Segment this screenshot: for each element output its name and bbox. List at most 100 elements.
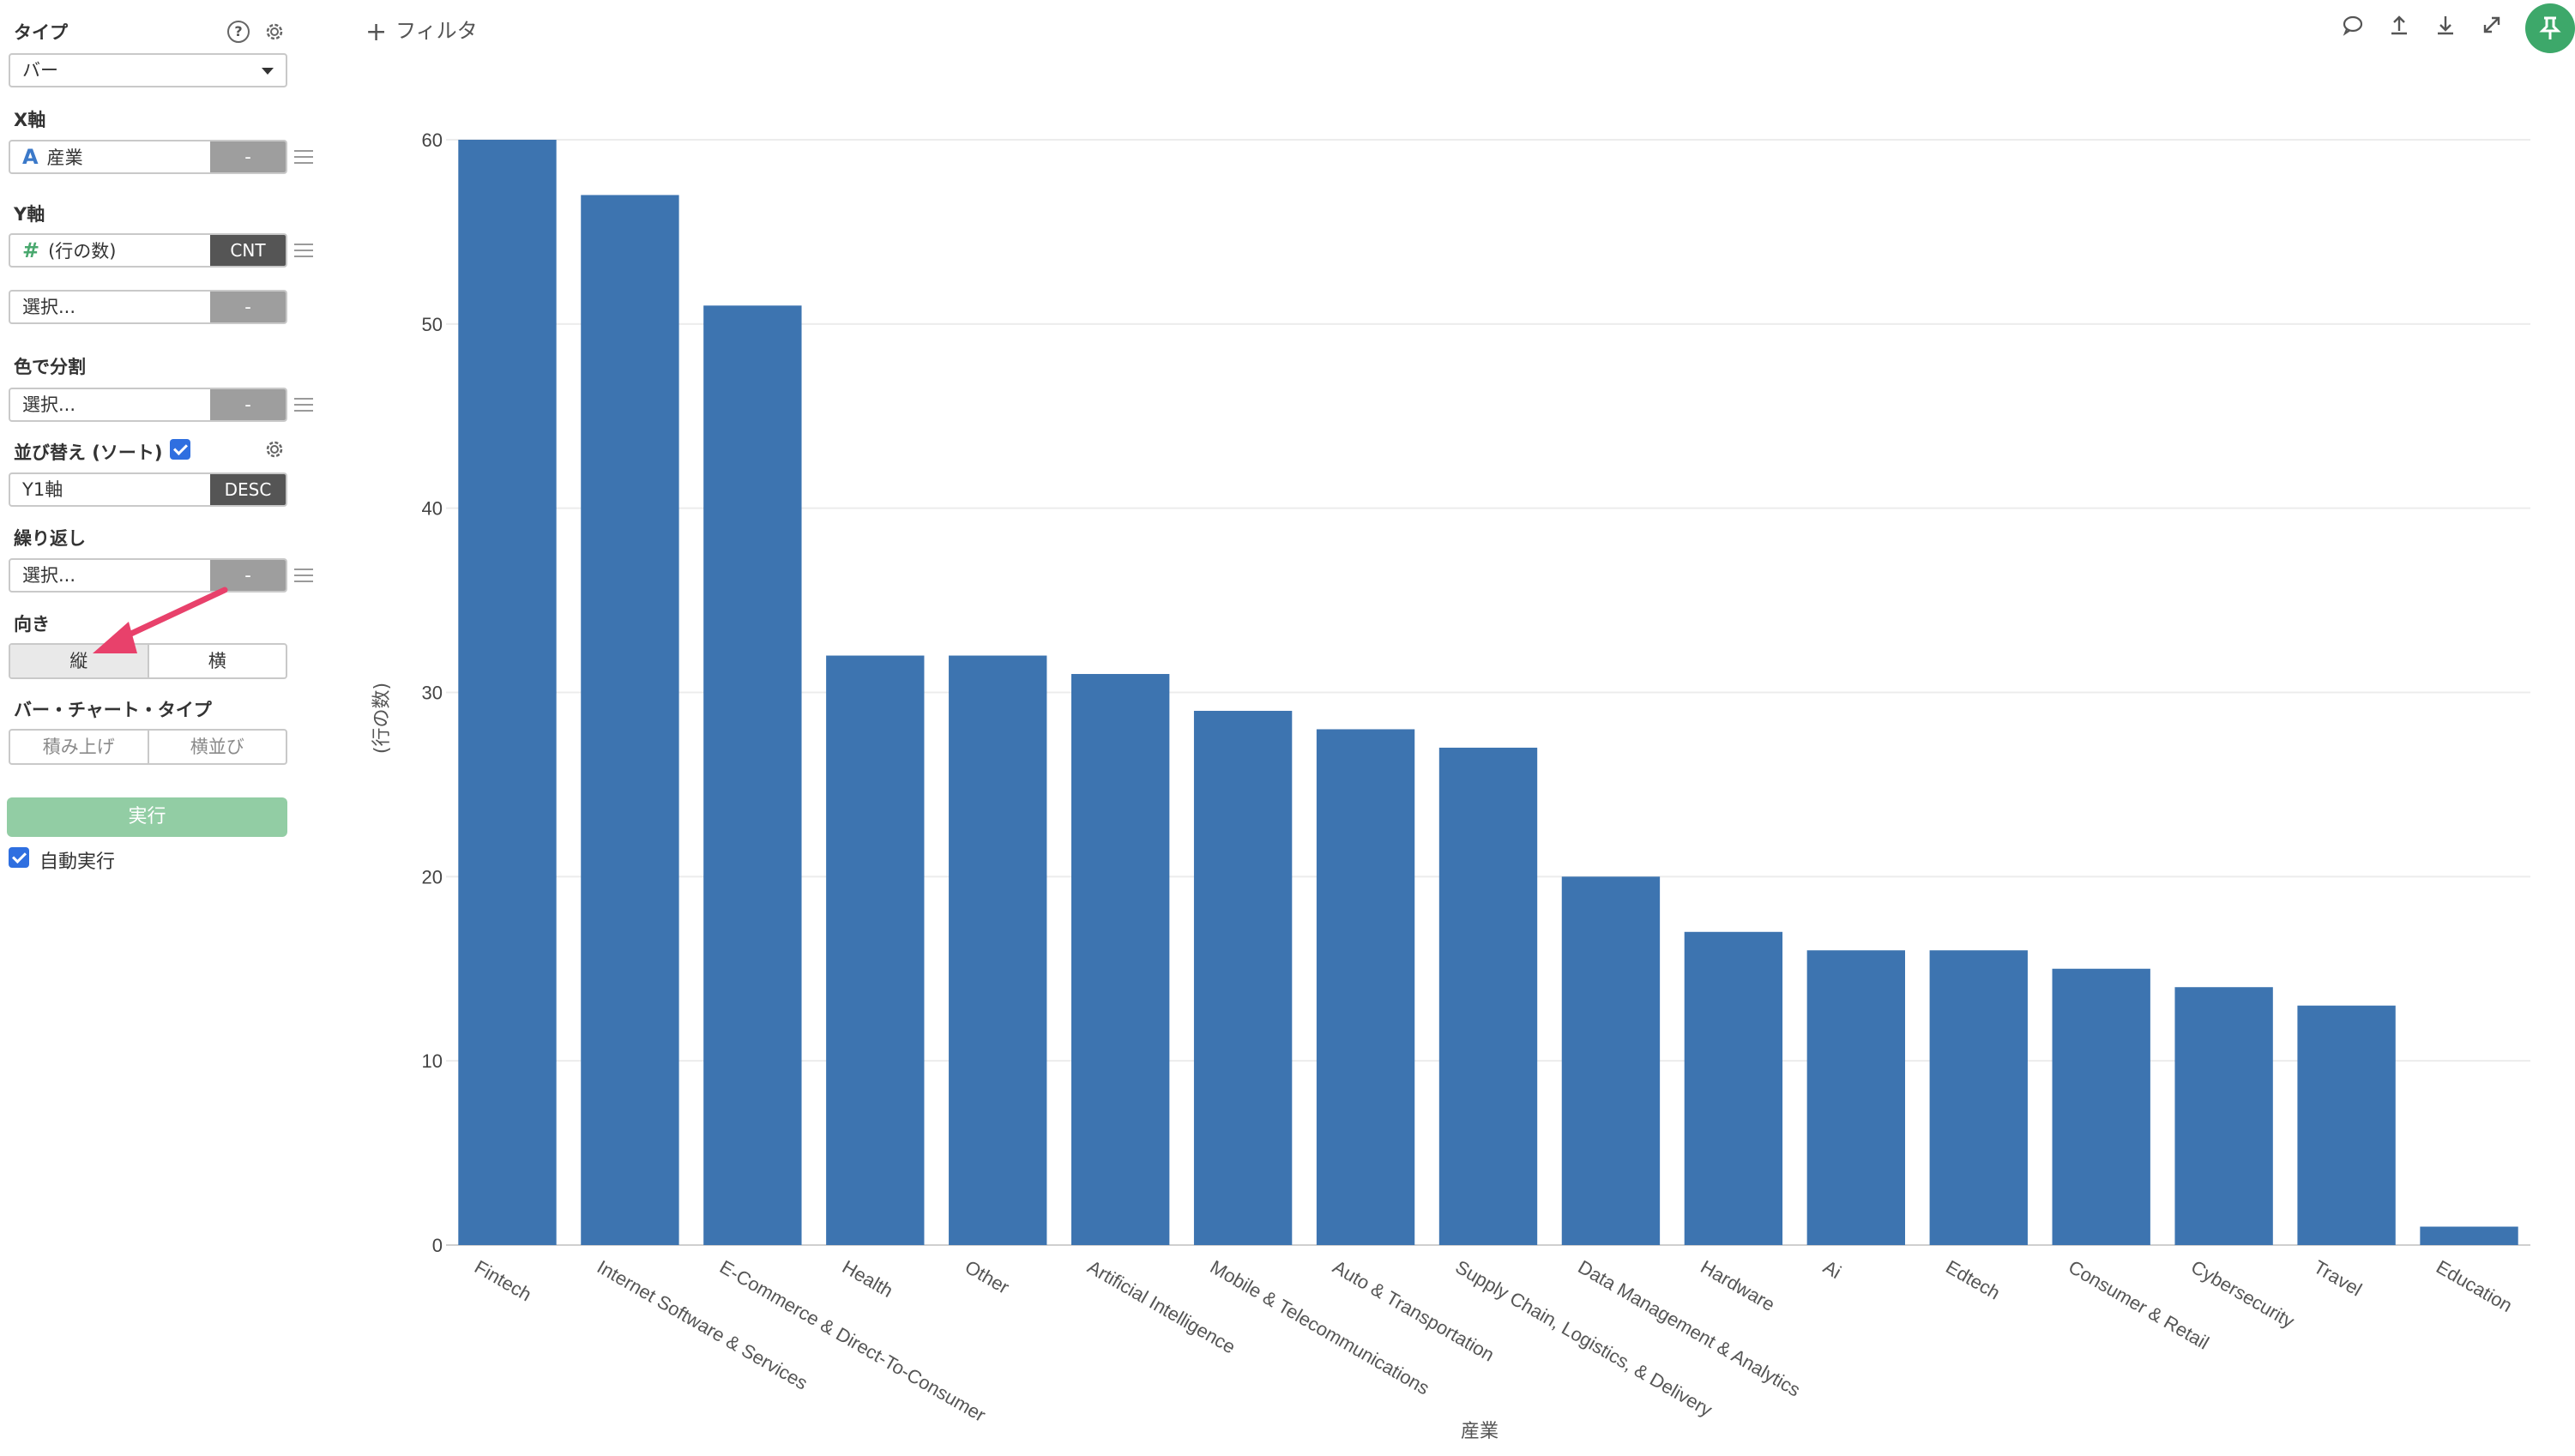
color-section-label: 色で分割 [14,357,86,377]
bar[interactable] [1929,950,2028,1245]
x-axis-section-label: X軸 [14,110,46,130]
bar-type-section-label: バー・チャート・タイプ [14,700,212,720]
bar[interactable] [826,655,925,1245]
chart-settings-panel: タイプ ? バー X軸 A 産業 - Y軸 # (行の数) CNT 選択... - … [0,0,326,1456]
text-type-icon: A [22,145,39,169]
bar[interactable] [1438,747,1538,1245]
chart-type-value: バー [22,60,58,81]
auto-run-label: 自動実行 [39,851,116,873]
drag-handle-icon[interactable] [294,569,313,582]
y-axis-section-label: Y軸 [14,204,45,225]
auto-run-checkbox[interactable] [9,847,29,868]
color-aggregate-button[interactable]: - [210,389,286,420]
plus-icon: + [365,17,388,47]
repeat-value: 選択... [22,565,76,586]
bar[interactable] [949,655,1047,1245]
sort-field[interactable]: Y1軸 DESC [9,472,287,507]
add-filter-button[interactable]: + フィルタ [365,14,478,47]
y-axis-value: (行の数) [48,241,117,262]
chart-bars [458,140,2518,1246]
drag-handle-icon[interactable] [294,150,313,164]
x-tick-label: Ai [1819,1256,1844,1283]
bar[interactable] [1071,674,1170,1245]
x-axis-title: 産業 [1461,1421,1499,1442]
y-axis-field[interactable]: # (行の数) CNT [9,233,287,268]
bar[interactable] [458,140,557,1245]
x-tick-label: Other [962,1256,1013,1298]
run-button[interactable]: 実行 [7,797,287,837]
y-tick-label: 40 [422,498,443,520]
y-axis-2-value: 選択... [22,297,76,317]
y-tick-label: 60 [422,129,443,151]
upload-icon[interactable] [2386,12,2412,38]
orientation-section-label: 向き [14,614,50,635]
annotation-arrow [93,587,228,653]
sort-value: Y1軸 [22,479,63,500]
x-tick-label: Edtech [1942,1256,2004,1304]
chart-type-select[interactable]: バー [9,53,287,87]
y-tick-label: 0 [432,1235,443,1256]
x-tick-label: Data Management & Analytics [1574,1256,1804,1401]
comment-icon[interactable] [2340,12,2366,38]
bar[interactable] [1561,876,1661,1245]
color-value: 選択... [22,394,76,415]
x-axis-ticks: Fintech Internet Software & ServicesE-Com… [471,1256,2516,1426]
repeat-section-label: 繰り返し [14,528,86,549]
type-section-label: タイプ [14,22,68,43]
filter-label: フィルタ [395,19,478,43]
y-tick-label: 50 [422,314,443,335]
color-field[interactable]: 選択... - [9,388,287,422]
x-axis-aggregate-button[interactable]: - [210,141,286,172]
x-tick-label: Hardware [1697,1256,1778,1315]
bar-type-stacked-button[interactable]: 積み上げ [42,737,115,757]
expand-icon[interactable] [2479,12,2505,38]
gear-icon[interactable] [263,21,286,43]
pin-button[interactable] [2525,3,2575,53]
y-axis-field-2[interactable]: 選択... - [9,290,287,324]
bar[interactable] [1193,710,1293,1245]
y-tick-label: 20 [422,866,443,887]
download-icon[interactable] [2433,12,2458,38]
y-axis-ticks: 0 10 20 30 40 50 60 [422,129,443,1256]
bar[interactable] [1806,950,1905,1245]
number-type-icon: # [22,238,40,262]
repeat-field[interactable]: 選択... - [9,558,287,593]
x-tick-label: Fintech [471,1256,535,1306]
sort-order-button[interactable]: DESC [210,474,286,505]
sort-section-label: 並び替え (ソート) [14,442,163,463]
chevron-down-icon [262,68,274,75]
y-tick-label: 30 [422,683,443,704]
x-tick-label: Supply Chain, Logistics, & Delivery [1452,1256,1716,1421]
bar-type-toggle: 積み上げ 横並び [9,729,287,765]
bar[interactable] [1316,729,1415,1245]
x-axis-value: 産業 [46,147,83,168]
bar[interactable] [2052,968,2150,1245]
bar[interactable] [2297,1005,2396,1245]
bar[interactable] [703,305,802,1246]
bar[interactable] [1684,931,1783,1245]
bar[interactable] [581,195,679,1246]
x-axis-field[interactable]: A 産業 - [9,140,287,174]
x-tick-label: Internet Software & Services [594,1256,811,1394]
bar[interactable] [2420,1226,2518,1245]
x-tick-label: Mobile & Telecommunications [1207,1256,1433,1399]
pin-icon [2539,16,2561,39]
repeat-aggregate-button[interactable]: - [210,560,286,591]
y-axis-title: (行の数) [371,683,393,754]
help-icon[interactable]: ? [227,21,250,43]
x-tick-label: Cybersecurity [2187,1256,2298,1333]
x-tick-label: Health [839,1256,897,1302]
x-tick-label: Education [2433,1256,2516,1317]
drag-handle-icon[interactable] [294,244,313,257]
orientation-horizontal-button[interactable]: 横 [147,645,286,677]
y-tick-label: 10 [422,1050,443,1072]
y-axis-2-aggregate-button[interactable]: - [210,292,286,322]
bar-type-grouped-button[interactable]: 横並び [147,731,286,763]
gear-icon[interactable] [263,438,286,460]
drag-handle-icon[interactable] [294,398,313,412]
y-axis-aggregate-button[interactable]: CNT [210,235,286,266]
sort-checkbox[interactable] [170,439,190,460]
x-tick-label: Travel [2310,1256,2366,1301]
bar[interactable] [2174,987,2273,1245]
